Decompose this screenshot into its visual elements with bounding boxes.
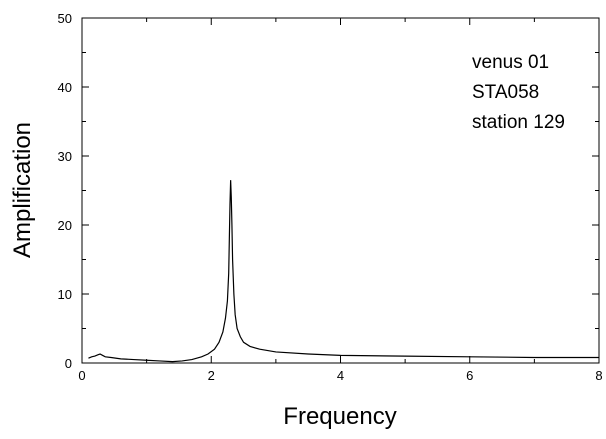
x-tick-label: 2 [208,368,215,383]
annotation-line-2: STA058 [472,82,539,103]
y-tick-label: 20 [58,218,72,233]
y-tick-label: 50 [58,11,72,26]
y-tick-label: 30 [58,149,72,164]
x-tick-label: 4 [337,368,344,383]
x-axis-title: Frequency [283,403,396,430]
ticks [81,17,600,364]
x-tick-label: 6 [466,368,473,383]
x-tick-label: 0 [78,368,85,383]
x-tick-label: 8 [595,368,602,383]
annotation-line-3: station 129 [472,112,565,133]
y-tick-label: 40 [58,80,72,95]
tick-labels: 0 2 4 6 8 0 10 20 30 40 50 [58,11,603,383]
y-axis-title: Amplification [9,122,36,258]
y-tick-label: 0 [65,356,72,371]
y-tick-label: 10 [58,287,72,302]
series-line [88,180,599,363]
annotation-line-1: venus 01 [472,52,549,73]
